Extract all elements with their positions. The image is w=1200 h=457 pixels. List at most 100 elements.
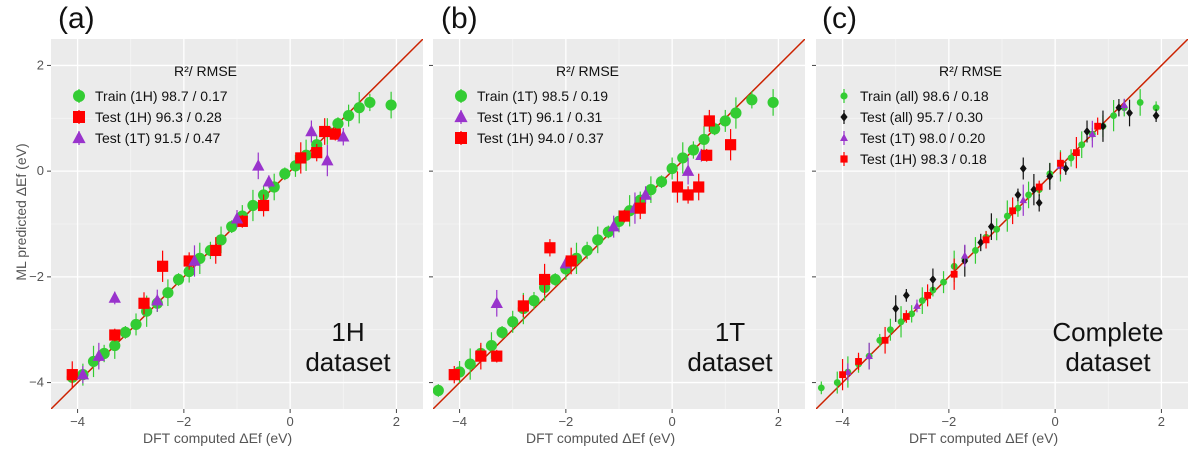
legend-key-circle	[73, 90, 85, 102]
data-point	[496, 326, 508, 338]
data-point	[507, 316, 519, 328]
data-point	[767, 96, 779, 109]
legend-label: Test (1H) 96.3 / 0.28	[95, 109, 222, 125]
data-point	[881, 336, 889, 344]
dataset-annotation: 1T	[715, 317, 745, 347]
x-tick-label: 0	[287, 414, 294, 429]
data-point	[1078, 141, 1086, 149]
parity-line	[816, 39, 1188, 409]
data-point	[844, 367, 852, 375]
data-point	[1073, 149, 1080, 157]
data-point	[982, 236, 990, 244]
y-tick-label: −2	[29, 269, 44, 284]
legend-key-square	[73, 111, 85, 123]
data-point	[607, 219, 620, 232]
data-point	[1083, 127, 1091, 136]
data-point	[279, 168, 291, 180]
legend-title: R²/ RMSE	[556, 63, 619, 79]
legend-label: Train (1T) 98.5 / 0.19	[477, 88, 608, 104]
data-point	[226, 221, 238, 233]
data-point	[490, 296, 503, 309]
legend-label: Train (all) 98.6 / 0.18	[860, 88, 989, 104]
data-point	[257, 199, 270, 212]
data-point	[491, 350, 503, 362]
series-2	[448, 109, 737, 384]
legend-key-triangle	[72, 130, 86, 144]
legend-key-square	[455, 132, 467, 144]
x-axis-label-b: DFT computed ΔEf (eV)	[526, 430, 676, 446]
data-point	[343, 110, 355, 122]
data-point	[833, 379, 841, 386]
data-point	[130, 318, 142, 331]
data-point	[1014, 204, 1022, 212]
data-point	[1110, 112, 1117, 120]
data-point	[1030, 185, 1038, 195]
x-tick-label: 2	[775, 414, 782, 429]
data-point	[725, 139, 737, 151]
data-point	[876, 336, 884, 344]
y-tick-label: 0	[37, 163, 44, 178]
data-point	[448, 369, 460, 381]
legend-label: Test (1H) 94.0 / 0.37	[477, 130, 604, 146]
data-point	[817, 384, 825, 392]
data-point	[539, 273, 551, 286]
data-point	[746, 94, 758, 106]
data-point	[157, 260, 169, 272]
data-point	[655, 176, 668, 188]
plot-panel-1: −4 −2 0 2 R²/ RMSE Train (1T) 98.5 / 0.19 Test…	[429, 39, 805, 429]
data-point	[138, 297, 150, 309]
data-point	[1035, 183, 1043, 191]
data-point	[353, 102, 365, 114]
data-point	[645, 184, 657, 196]
data-point	[210, 244, 222, 257]
dataset-annotation: dataset	[1065, 347, 1151, 377]
legend-key-diamond	[840, 112, 848, 122]
data-point	[66, 369, 78, 381]
data-point	[433, 384, 444, 397]
legend-label: Test (all) 95.7 / 0.30	[860, 109, 983, 125]
data-point	[1014, 190, 1022, 200]
data-point	[162, 287, 174, 299]
data-point	[1019, 164, 1027, 173]
x-tick-label: −4	[835, 414, 850, 429]
data-point	[321, 153, 334, 166]
y-tick-label: 2	[37, 57, 44, 72]
series-1	[66, 118, 341, 388]
data-point	[703, 115, 715, 127]
data-point	[855, 358, 862, 365]
data-point	[565, 255, 577, 267]
x-tick-label: −4	[452, 414, 467, 429]
x-tick-label: −4	[70, 414, 85, 429]
data-point	[693, 181, 705, 193]
data-point	[887, 326, 894, 334]
data-point	[1126, 108, 1133, 118]
data-point	[730, 107, 742, 119]
data-point	[897, 318, 905, 326]
data-point	[252, 159, 265, 171]
data-point	[1025, 191, 1032, 199]
legend-label: Test (1T) 96.1 / 0.31	[477, 109, 602, 125]
data-point	[977, 238, 985, 247]
data-point	[592, 234, 604, 246]
data-point	[464, 358, 476, 370]
data-point	[1152, 104, 1160, 112]
data-point	[987, 222, 995, 232]
data-point	[1067, 154, 1075, 162]
x-tick-label: 0	[1052, 414, 1059, 429]
data-point	[687, 144, 700, 156]
data-point	[151, 293, 164, 306]
data-point	[701, 149, 713, 161]
x-tick-label: 2	[1158, 414, 1165, 429]
data-point	[364, 96, 376, 109]
data-point	[924, 291, 931, 299]
x-tick-label: −2	[941, 414, 956, 429]
plot-panel-2: −4 −2 0 2 R²/ RMSE Train (all) 98.6 / 0.18 Tes…	[812, 39, 1188, 429]
data-point	[865, 352, 873, 360]
data-point	[1136, 99, 1144, 106]
data-layer	[51, 39, 423, 409]
data-point	[913, 301, 921, 309]
x-tick-label: 2	[393, 414, 400, 429]
data-point	[1046, 172, 1054, 181]
dataset-annotation: 1H	[331, 317, 364, 347]
